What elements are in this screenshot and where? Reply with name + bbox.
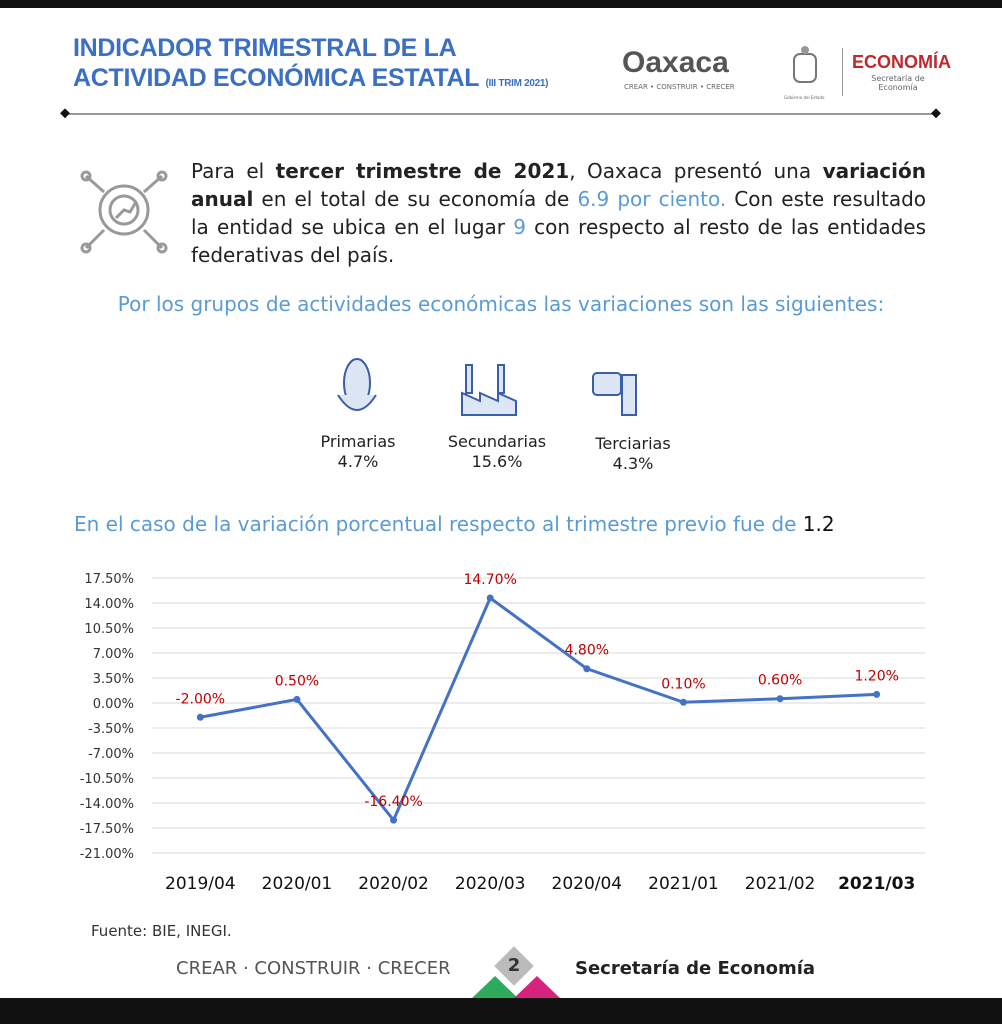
- line: [200, 595, 877, 824]
- sector: Secundarias 15.6%: [427, 432, 567, 472]
- y-tick-label: 10.50%: [84, 622, 134, 637]
- footer-badge: [470, 946, 562, 1000]
- y-tick-label: -17.50%: [80, 822, 134, 837]
- value: 1.2: [802, 512, 835, 536]
- data-label: 0.60%: [758, 673, 802, 689]
- x-tick-label: 2020/01: [262, 874, 333, 894]
- source: Fuente: BIE, INEGI.: [91, 922, 232, 940]
- point: [293, 695, 301, 703]
- sector-icons: [337, 358, 637, 416]
- top-border: [0, 0, 1002, 8]
- y-tick-label: 17.50%: [84, 572, 134, 587]
- y-tick-label: 3.50%: [93, 672, 134, 687]
- title: INDICADOR TRIMESTRAL DE LA: [73, 34, 457, 62]
- text: en el total de su economía de: [253, 187, 578, 211]
- text: tercer trimestre de 2021: [275, 159, 570, 183]
- intro: Para el tercer trimestre de 2021, Oaxaca…: [191, 157, 926, 269]
- x-tick-label: 2021/01: [648, 874, 719, 894]
- x-tick-label: 2019/04: [165, 874, 236, 894]
- period: (III TRIM 2021): [485, 78, 549, 89]
- sector-name: Primarias: [320, 432, 396, 451]
- ministry-sub: Secretaría de Economía: [871, 74, 925, 92]
- text: 9: [513, 215, 526, 239]
- economy-icon: [80, 170, 168, 254]
- point: [390, 816, 398, 824]
- y-tick-label: -3.50%: [88, 722, 134, 737]
- data-label: 1.20%: [854, 668, 898, 684]
- footer-ministry: Secretaría de Economía: [575, 958, 816, 979]
- x-tick-label: 2021/02: [745, 874, 816, 894]
- sector-value: 4.3%: [612, 454, 654, 473]
- x-tick-label: 2020/03: [455, 874, 526, 894]
- data-label: 4.80%: [565, 643, 609, 659]
- chart: 17.50% 14.00% 10.50% 7.00% 3.50% 0.00% -3.50% -…: [80, 572, 925, 894]
- footer-motto: CREAR · CONSTRUIR · CRECER: [176, 958, 451, 979]
- sector: Primarias 4.7%: [288, 432, 428, 472]
- point: [776, 695, 784, 703]
- text: 6.9 por ciento.: [577, 187, 727, 211]
- y-tick-label: -21.00%: [80, 847, 134, 862]
- title: ACTIVIDAD ECONÓMICA ESTATAL: [73, 64, 479, 92]
- sector-name: Terciarias: [595, 434, 671, 453]
- bottom-border: [0, 998, 1002, 1024]
- data-label: 14.70%: [463, 572, 516, 588]
- point: [873, 690, 881, 698]
- data-label: -2.00%: [176, 691, 226, 707]
- sector: Terciarias 4.3%: [563, 434, 703, 474]
- point: [486, 594, 494, 602]
- title: ACTIVIDAD ECONÓMICA ESTATAL (III TRIM 20…: [73, 64, 548, 93]
- logo-government: Gobierno del Estado: [784, 95, 825, 100]
- point: [583, 665, 591, 673]
- point: [679, 698, 687, 706]
- data-label: 0.10%: [661, 676, 705, 692]
- x-tick-label: 2020/02: [358, 874, 429, 894]
- y-tick-label: 0.00%: [93, 697, 134, 712]
- point: [196, 713, 204, 721]
- logo-motto: CREAR • CONSTRUIR • CRECER: [624, 83, 735, 91]
- y-tick-label: -14.00%: [80, 797, 134, 812]
- text: con respecto al resto de las entidades f…: [191, 215, 926, 267]
- logo-name: Oaxaca: [622, 46, 729, 79]
- text: Con este resultado la entidad se ubica e…: [191, 187, 927, 239]
- coat-of-arms: [793, 46, 817, 83]
- text: Para el: [191, 159, 276, 183]
- text: , Oaxaca presentó una: [569, 159, 823, 183]
- data-label: -16.40%: [364, 794, 422, 810]
- data-label: 0.50%: [275, 673, 319, 689]
- x-tick-label: 2020/04: [552, 874, 623, 894]
- header-rule: [60, 108, 941, 119]
- y-tick-label: -7.00%: [88, 747, 134, 762]
- groups-heading: Por los grupos de actividades económicas…: [117, 292, 885, 316]
- y-tick-label: 14.00%: [84, 597, 134, 612]
- sector-name: Secundarias: [447, 432, 547, 451]
- sector-value: 4.7%: [337, 452, 379, 471]
- x-tick-label: 2021/03: [838, 874, 915, 894]
- sector-value: 15.6%: [471, 452, 523, 471]
- y-tick-label: -10.50%: [80, 772, 134, 787]
- ministry: ECONOMÍA: [852, 52, 951, 72]
- y-tick-label: 7.00%: [93, 647, 134, 662]
- divider: [842, 48, 843, 96]
- chart-heading: En el caso de la variación porcentual re…: [74, 512, 835, 536]
- text: variación anual: [191, 159, 926, 211]
- page-number: 2: [507, 955, 521, 976]
- text: En el caso de la variación porcentual re…: [74, 512, 803, 536]
